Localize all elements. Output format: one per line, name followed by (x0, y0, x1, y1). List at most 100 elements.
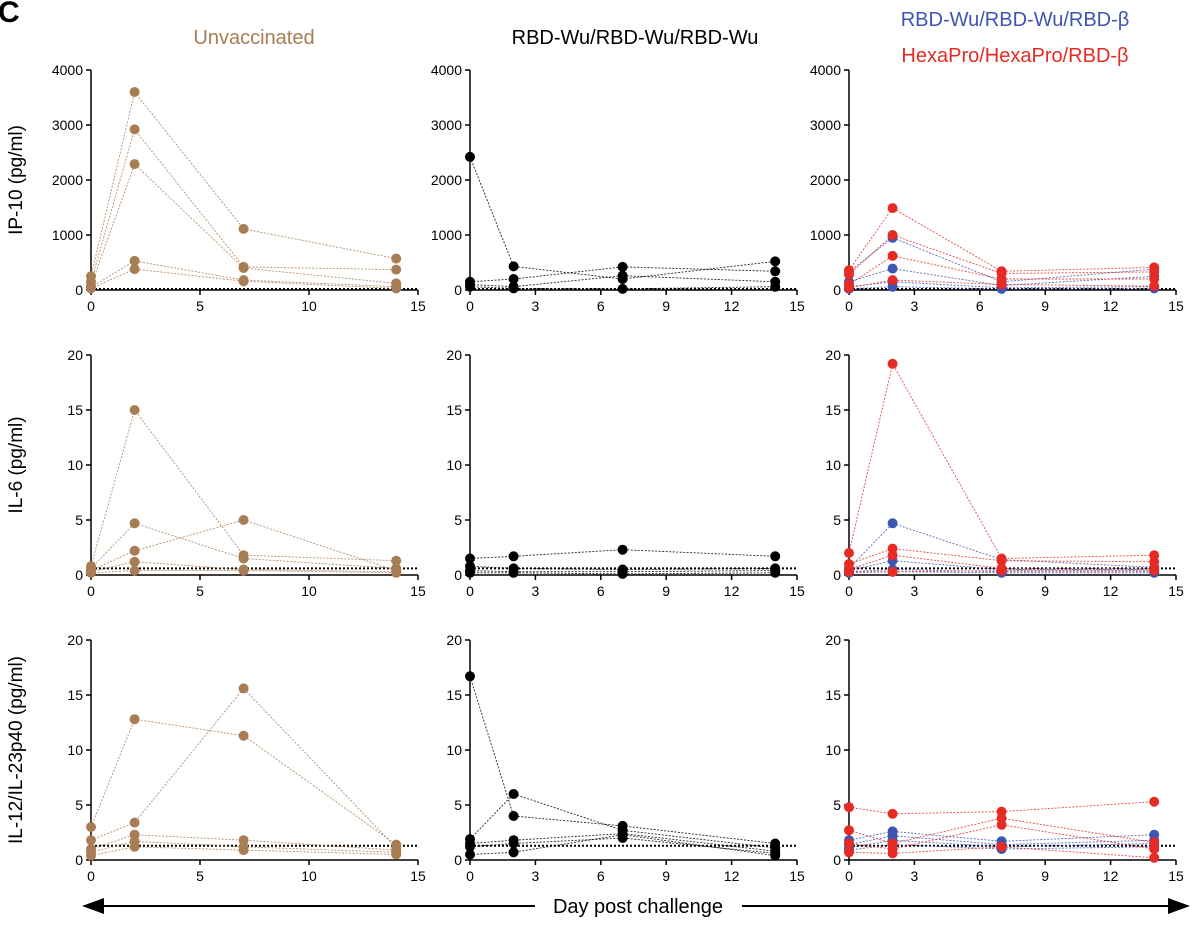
data-point-unvaccinated (391, 283, 402, 294)
x-tick-label: 10 (301, 868, 317, 884)
x-tick-label: 3 (532, 868, 540, 884)
x-tick-label: 5 (196, 583, 204, 599)
series-line-rbd_wu-4 (469, 834, 776, 857)
data-point-rbd_wu (770, 281, 781, 292)
y-tick-label: 0 (75, 282, 83, 298)
y-tick-label: 2000 (810, 172, 841, 188)
data-point-unvaccinated (238, 683, 249, 694)
column-title-rbd-wu: RBD-Wu/RBD-Wu/RBD-Wu (512, 27, 759, 49)
series-line-unvaccinated-1 (90, 522, 397, 569)
data-point-unvaccinated (129, 124, 140, 135)
data-point-unvaccinated (129, 545, 140, 556)
subplot-r1-c0: 0 5 10 15 20 0 5 10 15 (67, 347, 426, 599)
x-tick-label: 10 (301, 298, 317, 314)
y-tick-label: 0 (833, 282, 841, 298)
series-line-unvaccinated-0 (90, 408, 397, 567)
x-tick-label: 5 (196, 298, 204, 314)
x-tick-label: 10 (301, 583, 317, 599)
data-point-rbd_wu (465, 567, 475, 578)
data-point-unvaccinated (86, 567, 96, 578)
data-point-unvaccinated (129, 264, 140, 275)
data-point-rbd_wu (508, 811, 519, 821)
y-tick-label: 5 (833, 512, 841, 528)
data-point-unvaccinated (86, 850, 96, 861)
y-tick-label: 0 (833, 567, 841, 583)
data-point-unvaccinated (391, 567, 402, 578)
x-tick-label: 9 (1041, 298, 1049, 314)
data-point-rbd_wu (617, 283, 628, 294)
y-tick-label: 1000 (431, 227, 462, 243)
series-line-hexapro-6 (848, 255, 1155, 285)
data-point-rbd_wu (617, 829, 628, 840)
data-point-unvaccinated (129, 518, 140, 529)
x-tick-label: 15 (789, 583, 805, 599)
data-point-hexapro (844, 802, 854, 813)
x-tick-label: 6 (976, 868, 984, 884)
series-line-rbd_wu-1 (469, 793, 776, 849)
data-point-unvaccinated (129, 714, 140, 725)
data-point-unvaccinated (129, 841, 140, 852)
y-tick-label: 0 (75, 567, 83, 583)
data-point-hexapro (1149, 844, 1160, 854)
x-tick-label: 5 (196, 868, 204, 884)
x-tick-label: 12 (724, 298, 740, 314)
series-line-hexapro-4 (848, 362, 1155, 559)
x-tick-label: 15 (410, 868, 426, 884)
data-point-unvaccinated (238, 565, 249, 576)
data-point-rbd_wu (508, 551, 519, 562)
data-point-hexapro (1149, 274, 1160, 284)
series-line-hexapro-4 (848, 207, 1155, 272)
x-tick-label: 9 (1041, 583, 1049, 599)
x-axis-title: Day post challenge (553, 896, 723, 918)
y-tick-label: 2000 (52, 172, 83, 188)
data-point-unvaccinated (238, 553, 249, 564)
x-tick-label: 0 (845, 298, 853, 314)
data-point-rbd_wu (465, 151, 475, 162)
data-point-rbd_wu (617, 544, 628, 555)
data-point-rbd_wu (465, 849, 475, 860)
x-tick-label: 15 (1168, 868, 1184, 884)
row-label-1: IL-6 (pg/ml) (6, 416, 27, 513)
data-point-unvaccinated (129, 405, 140, 415)
x-tick-label: 0 (466, 868, 474, 884)
x-tick-label: 15 (789, 868, 805, 884)
data-point-hexapro (996, 819, 1007, 830)
data-point-unvaccinated (129, 817, 140, 828)
series-line-hexapro-7 (848, 846, 1155, 859)
data-point-rbd_wu (508, 567, 519, 578)
x-tick-label: 15 (410, 298, 426, 314)
y-tick-label: 3000 (431, 117, 462, 133)
series-line-unvaccinated-0 (90, 90, 397, 277)
data-point-unvaccinated (238, 515, 249, 525)
x-tick-label: 0 (466, 583, 474, 599)
data-point-hexapro (1149, 796, 1160, 807)
data-point-hexapro (887, 203, 898, 214)
x-tick-label: 6 (976, 298, 984, 314)
series-line-rbd_wu-3 (469, 286, 776, 290)
series-line-unvaccinated-3 (90, 840, 397, 853)
data-point-unvaccinated (129, 565, 140, 576)
data-point-hexapro (887, 808, 898, 819)
data-point-unvaccinated (129, 159, 140, 170)
y-tick-label: 15 (446, 402, 462, 418)
series-line-rbd_beta-2 (848, 569, 1155, 573)
data-point-rbd_beta (887, 263, 898, 274)
data-point-unvaccinated (391, 264, 402, 275)
series-line-rbd_wu-3 (470, 572, 776, 575)
data-point-unvaccinated (129, 255, 140, 266)
y-tick-label: 15 (67, 402, 83, 418)
data-point-rbd_wu (508, 283, 519, 294)
series-line-rbd_beta-1 (848, 560, 1155, 572)
data-point-rbd_wu (465, 841, 475, 852)
data-point-unvaccinated (129, 556, 140, 567)
y-tick-label: 5 (454, 797, 462, 813)
data-point-hexapro (844, 548, 854, 558)
data-point-rbd_wu (508, 274, 519, 284)
y-tick-label: 15 (825, 402, 841, 418)
data-point-hexapro (844, 566, 854, 577)
x-tick-label: 9 (662, 298, 670, 314)
y-tick-label: 4000 (810, 62, 841, 78)
subplot-r0-c2: 0 1000 2000 3000 4000 0 3 6 9 12 15 (810, 62, 1184, 314)
series-line-hexapro-7 (848, 279, 1155, 289)
